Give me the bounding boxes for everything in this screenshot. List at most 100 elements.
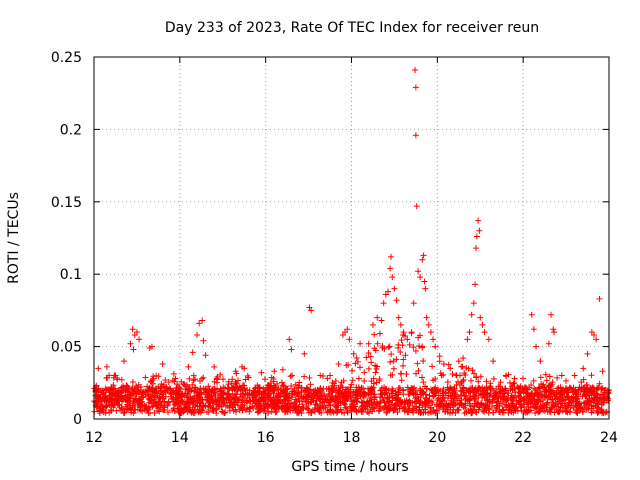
- data-point: [419, 256, 426, 263]
- data-point: [120, 410, 127, 417]
- data-point: [170, 370, 177, 377]
- data-point: [270, 390, 277, 397]
- data-point: [316, 408, 323, 415]
- data-point: [140, 393, 147, 400]
- data-point: [378, 317, 385, 324]
- data-point: [241, 395, 248, 402]
- data-point: [412, 67, 419, 74]
- data-point: [250, 404, 257, 411]
- data-point: [404, 409, 411, 416]
- data-point: [332, 401, 339, 408]
- data-point: [279, 366, 286, 373]
- data-point: [410, 300, 417, 307]
- data-point: [261, 405, 268, 412]
- data-point: [383, 406, 390, 413]
- data-point: [199, 403, 206, 410]
- data-point: [554, 374, 561, 381]
- data-point: [365, 349, 372, 356]
- data-point: [150, 392, 157, 399]
- data-point: [557, 404, 564, 411]
- data-point: [279, 382, 286, 389]
- data-point: [420, 357, 427, 364]
- data-point: [523, 384, 530, 391]
- data-point: [295, 395, 302, 402]
- data-point: [573, 409, 580, 416]
- data-point: [111, 372, 118, 379]
- data-point: [359, 400, 366, 407]
- data-point: [200, 337, 207, 344]
- data-point: [393, 297, 400, 304]
- data-point: [432, 343, 439, 350]
- data-point: [200, 374, 207, 381]
- data-point: [133, 329, 140, 336]
- data-point: [407, 399, 414, 406]
- data-point: [280, 405, 287, 412]
- data-point: [440, 361, 447, 368]
- data-point: [280, 382, 287, 389]
- data-point: [99, 396, 106, 403]
- data-point: [197, 396, 204, 403]
- data-point: [264, 409, 271, 416]
- data-point: [533, 343, 540, 350]
- data-point: [174, 381, 181, 388]
- data-point: [395, 389, 402, 396]
- data-point: [582, 403, 589, 410]
- data-point: [515, 385, 522, 392]
- data-point: [94, 404, 101, 411]
- data-point: [552, 395, 559, 402]
- data-point: [413, 203, 420, 210]
- data-point: [185, 397, 192, 404]
- data-point: [165, 409, 172, 416]
- data-point: [352, 406, 359, 413]
- data-point: [427, 329, 434, 336]
- data-point: [288, 392, 295, 399]
- data-point: [135, 401, 142, 408]
- data-point: [377, 399, 384, 406]
- data-point: [562, 405, 569, 412]
- data-point: [594, 400, 601, 407]
- data-point: [584, 350, 591, 357]
- data-point: [415, 367, 422, 374]
- data-point: [440, 406, 447, 413]
- data-point: [244, 405, 251, 412]
- data-point: [465, 388, 472, 395]
- data-point: [197, 378, 204, 385]
- data-point: [475, 378, 482, 385]
- data-point: [596, 380, 603, 387]
- data-point: [270, 376, 277, 382]
- data-point: [343, 405, 350, 412]
- data-point: [519, 375, 526, 382]
- data-point: [580, 400, 587, 407]
- data-point: [196, 320, 203, 327]
- data-point: [385, 344, 392, 351]
- data-point: [370, 375, 377, 382]
- data-point: [164, 386, 171, 393]
- data-point: [546, 373, 553, 380]
- data-point: [455, 395, 462, 402]
- data-point: [578, 379, 585, 386]
- data-point: [274, 380, 281, 387]
- data-point: [279, 388, 286, 395]
- data-point: [99, 402, 106, 409]
- data-point: [211, 378, 218, 385]
- data-point: [472, 281, 479, 288]
- data-point: [590, 332, 597, 339]
- data-point: [161, 404, 168, 411]
- data-point: [530, 377, 537, 384]
- data-point: [344, 409, 351, 416]
- data-point: [488, 403, 495, 410]
- data-point: [419, 374, 426, 381]
- data-point: [451, 387, 458, 394]
- y-tick-label: 0.2: [60, 122, 82, 138]
- data-point: [372, 369, 379, 376]
- y-tick-label: 0.05: [51, 340, 82, 356]
- data-point: [390, 365, 397, 372]
- data-point: [342, 395, 349, 402]
- data-point: [579, 408, 586, 415]
- data-point: [590, 397, 597, 404]
- data-point: [255, 396, 262, 403]
- data-point: [398, 377, 405, 384]
- data-point: [319, 396, 326, 403]
- data-point: [560, 397, 567, 404]
- data-point: [131, 388, 138, 395]
